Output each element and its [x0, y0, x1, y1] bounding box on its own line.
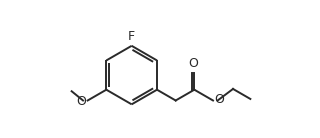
Text: O: O: [76, 95, 86, 108]
Text: O: O: [214, 93, 224, 106]
Text: O: O: [188, 57, 198, 71]
Text: F: F: [128, 30, 135, 43]
